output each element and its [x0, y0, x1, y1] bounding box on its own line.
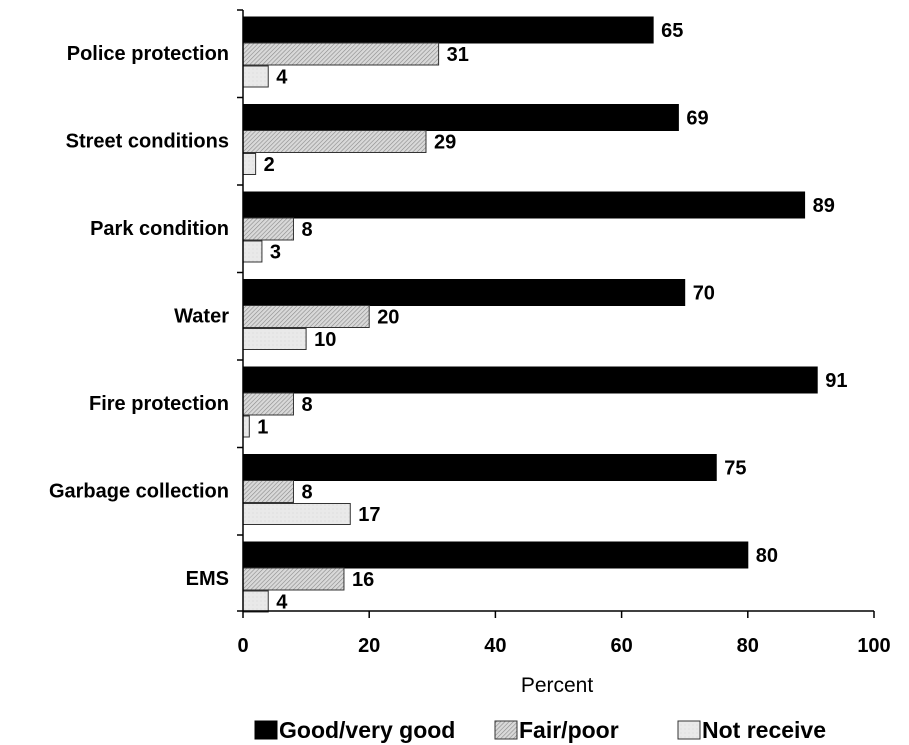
value-label-good-very-good-street-conditions: 69 [686, 108, 708, 130]
value-label-fair-poor-street-conditions: 29 [434, 132, 456, 154]
category-group-garbage-collection: 75 8 17 Garbage collection [49, 454, 747, 526]
bar-good-very-good-park-condition [242, 191, 806, 219]
bar-good-very-good-ems [242, 541, 749, 569]
bar-not-receive-ems [242, 590, 269, 613]
legend: Good/very good Fair/poor Not receive [254, 717, 826, 743]
bar-good-very-good-garbage-collection [242, 454, 717, 481]
bar-good-very-good-fire-protection [242, 366, 818, 394]
category-label-street-conditions: Street conditions [66, 131, 229, 153]
x-axis-title: Percent [521, 674, 594, 697]
x-tick-label-40: 40 [484, 635, 506, 657]
category-label-fire-protection: Fire protection [89, 393, 229, 415]
category-group-water: 70 20 10 Water [174, 279, 715, 351]
legend-item-good-very-good: Good/very good [254, 717, 455, 743]
x-tick-label-60: 60 [610, 635, 632, 657]
bar-fair-poor-garbage-collection [242, 480, 294, 503]
legend-swatch-fair-poor [494, 720, 518, 740]
category-group-police-protection: 65 31 4 Police protection [67, 16, 683, 89]
bar-fair-poor-police-protection [242, 42, 440, 66]
legend-item-fair-poor: Fair/poor [494, 717, 619, 743]
category-label-garbage-collection: Garbage collection [49, 481, 229, 503]
category-label-park-condition: Park condition [90, 218, 229, 240]
legend-item-not-receive: Not receive [677, 717, 826, 743]
value-label-not-receive-fire-protection: 1 [257, 417, 268, 439]
x-tick-label-20: 20 [358, 635, 380, 657]
legend-label-good-very-good: Good/very good [279, 717, 455, 743]
value-label-not-receive-water: 10 [314, 329, 336, 351]
bar-fair-poor-water [242, 305, 370, 328]
value-label-fair-poor-police-protection: 31 [447, 44, 469, 66]
axes: 0 20 40 60 80 100 Percent [237, 9, 891, 697]
category-group-street-conditions: 69 29 2 Street conditions [66, 104, 709, 176]
value-label-good-very-good-garbage-collection: 75 [724, 458, 746, 480]
value-label-fair-poor-water: 20 [377, 307, 399, 329]
bar-good-very-good-street-conditions [242, 104, 679, 131]
value-label-fair-poor-ems: 16 [352, 569, 374, 591]
bar-fair-poor-fire-protection [242, 392, 294, 416]
bar-not-receive-street-conditions [242, 153, 257, 175]
bar-not-receive-police-protection [242, 65, 269, 88]
value-label-not-receive-ems: 4 [276, 592, 288, 614]
category-label-water: Water [174, 306, 229, 328]
value-label-fair-poor-fire-protection: 8 [301, 394, 312, 416]
bar-good-very-good-police-protection [242, 16, 654, 44]
bar-fair-poor-street-conditions [242, 130, 427, 153]
category-group-ems: 80 16 4 EMS [186, 541, 778, 614]
x-tick-label-100: 100 [857, 635, 890, 657]
value-label-good-very-good-water: 70 [693, 283, 715, 305]
value-label-not-receive-garbage-collection: 17 [358, 504, 380, 526]
legend-swatch-not-receive [677, 720, 701, 740]
x-tick-label-80: 80 [737, 635, 759, 657]
value-label-fair-poor-park-condition: 8 [301, 219, 312, 241]
bar-fair-poor-ems [242, 567, 345, 591]
bar-fair-poor-park-condition [242, 217, 294, 241]
value-label-good-very-good-police-protection: 65 [661, 20, 683, 42]
value-label-not-receive-police-protection: 4 [276, 67, 288, 89]
value-label-fair-poor-garbage-collection: 8 [301, 482, 312, 504]
legend-swatch-good-very-good [254, 720, 278, 740]
value-label-good-very-good-park-condition: 89 [813, 195, 835, 217]
value-label-good-very-good-fire-protection: 91 [825, 370, 847, 392]
legend-label-not-receive: Not receive [702, 717, 826, 743]
value-label-good-very-good-ems: 80 [756, 545, 778, 567]
bar-not-receive-park-condition [242, 240, 263, 263]
category-group-park-condition: 89 83 Park condition [90, 191, 835, 264]
category-label-ems: EMS [186, 568, 229, 590]
value-label-not-receive-street-conditions: 2 [264, 154, 275, 176]
bar-good-very-good-water [242, 279, 686, 306]
bar-not-receive-fire-protection [242, 415, 250, 438]
value-label-not-receive-park-condition: 3 [270, 242, 281, 264]
bar-not-receive-water [242, 328, 307, 350]
bar-not-receive-garbage-collection [242, 503, 351, 525]
x-tick-label-0: 0 [237, 635, 248, 657]
category-label-police-protection: Police protection [67, 43, 229, 65]
legend-label-fair-poor: Fair/poor [519, 717, 619, 743]
category-group-fire-protection: 91 8 1 Fire protection [89, 366, 847, 439]
